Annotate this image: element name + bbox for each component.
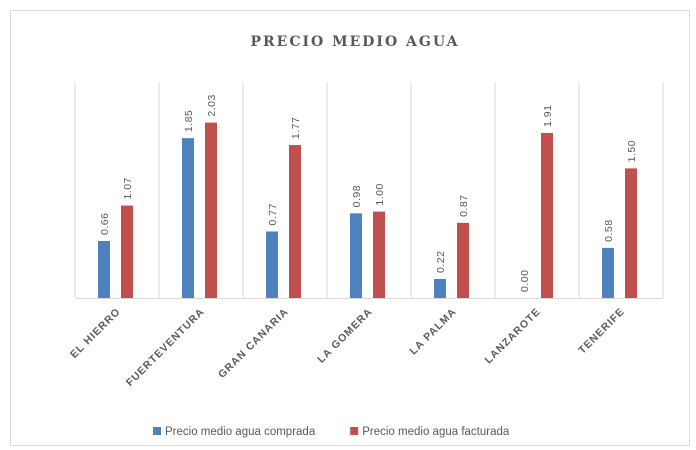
value-label: 1.91 [542, 105, 554, 127]
bar [373, 211, 385, 298]
value-label: 0.77 [267, 203, 279, 225]
bar [289, 145, 301, 298]
value-label: 0.66 [99, 213, 111, 235]
value-label: 0.22 [435, 251, 447, 273]
value-label: 1.50 [626, 140, 638, 162]
value-label: 0.00 [519, 270, 531, 292]
bar [182, 138, 194, 298]
chart-title: PRECIO MEDIO AGUA [251, 34, 460, 50]
value-label: 0.87 [458, 194, 470, 216]
bar [457, 222, 469, 298]
legend-label: Precio medio agua facturada [362, 426, 510, 438]
value-label: 0.98 [351, 185, 363, 207]
legend-swatch [153, 427, 161, 435]
bar [350, 213, 362, 298]
value-label: 1.85 [183, 110, 195, 132]
bar [205, 122, 217, 298]
bar [625, 168, 637, 298]
bar [541, 132, 553, 298]
legend-swatch [350, 427, 359, 435]
value-label: 1.77 [290, 117, 302, 139]
bar [602, 247, 614, 298]
bar [121, 205, 133, 298]
bar [266, 231, 278, 298]
value-label: 2.03 [206, 94, 218, 116]
value-label: 1.00 [374, 183, 386, 205]
bar [434, 278, 446, 298]
legend-label: Precio medio agua comprada [165, 426, 316, 438]
value-label: 0.58 [603, 219, 615, 241]
value-label: 1.07 [122, 177, 134, 199]
bar [98, 240, 110, 298]
